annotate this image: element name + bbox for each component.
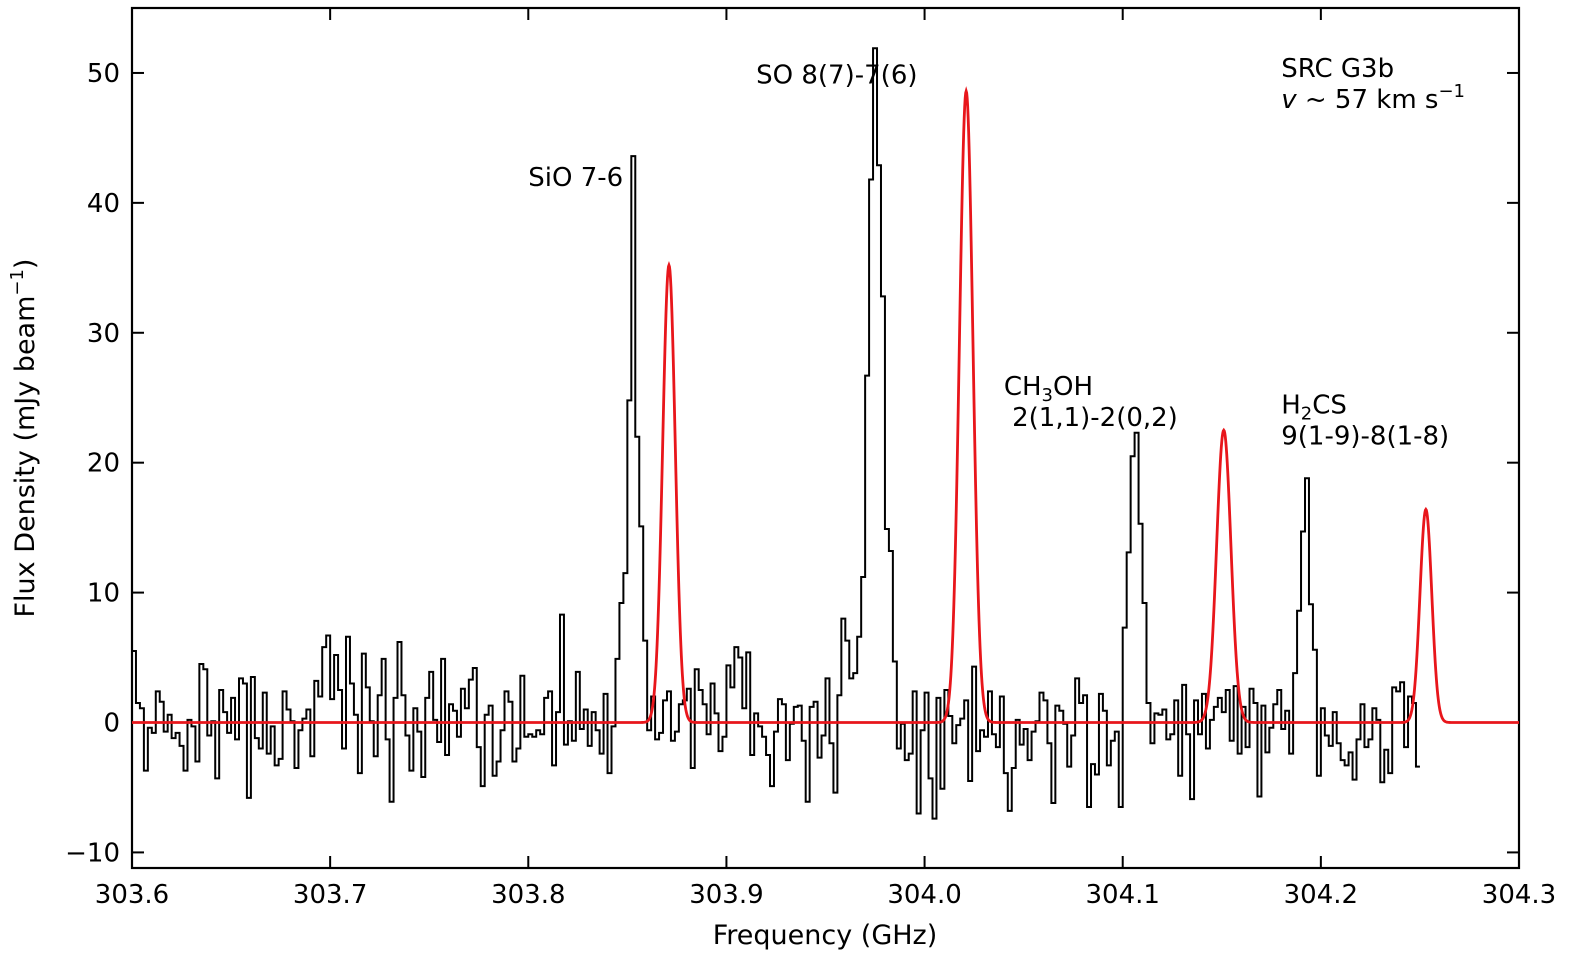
x-tick-label: 304.0 (887, 880, 961, 910)
y-tick-label: 20 (87, 449, 120, 479)
label-subscript: 2 (1301, 403, 1312, 424)
label-text: OH (1053, 372, 1093, 402)
gaussian-fit-line (132, 86, 1519, 724)
label-italic: v (1281, 85, 1297, 115)
y-title-sup: −1 (7, 269, 28, 296)
line-label: SO 8(7)-7(6) (756, 60, 917, 90)
line-label: SRC G3b v ~ 57 km s−1 (1281, 54, 1465, 115)
line-label: SiO 7-6 (528, 163, 623, 193)
label-text: SiO 7-6 (528, 163, 623, 193)
x-axis-title: Frequency (GHz) (713, 920, 938, 951)
label-text: SO 8(7)-7(6) (756, 60, 917, 90)
x-tick-label: 303.7 (293, 880, 367, 910)
x-tick-label: 304.3 (1482, 880, 1556, 910)
x-tick-label: 303.8 (491, 880, 565, 910)
x-ticks: 303.6 303.7 303.8 303.9 304.0 304.1 304.2 304.3 (95, 8, 1556, 910)
y-axis-title: Flux Density (mJy beam−1) (7, 259, 41, 618)
y-tick-label: 40 (87, 189, 120, 219)
label-text: 9(1-9)-8(1-8) (1281, 421, 1449, 451)
data-layer (132, 47, 1519, 820)
line-annotations: SiO 7-6SO 8(7)-7(6)CH3OH 2(1,1)-2(0,2) H2… (528, 54, 1465, 451)
label-text: 2(1,1)-2(0,2) (1004, 403, 1178, 433)
label-subscript: 3 (1042, 385, 1053, 406)
observed-spectrum-line (132, 47, 1420, 820)
label-text: ~ 57 km s (1297, 85, 1439, 115)
label-superscript: −1 (1438, 81, 1465, 102)
line-label: H2CS 9(1-9)-8(1-8) (1281, 390, 1449, 451)
label-text: CS (1312, 390, 1347, 420)
y-tick-label: −10 (65, 838, 120, 868)
y-tick-label: 10 (87, 579, 120, 609)
line-label: CH3OH 2(1,1)-2(0,2) (1004, 372, 1178, 433)
x-tick-label: 303.9 (689, 880, 763, 910)
y-title-close: ) (10, 259, 41, 270)
label-text: H (1281, 390, 1301, 420)
y-tick-label: 30 (87, 319, 120, 349)
label-text: SRC G3b (1281, 54, 1394, 84)
x-tick-label: 303.6 (95, 880, 169, 910)
y-tick-label: 50 (87, 59, 120, 89)
label-text: CH (1004, 372, 1042, 402)
y-tick-label: 0 (103, 709, 120, 739)
y-title-main: Flux Density (mJy beam (10, 296, 41, 618)
x-tick-label: 304.2 (1284, 880, 1358, 910)
x-tick-label: 304.1 (1085, 880, 1159, 910)
plot-frame (130, 6, 1521, 870)
